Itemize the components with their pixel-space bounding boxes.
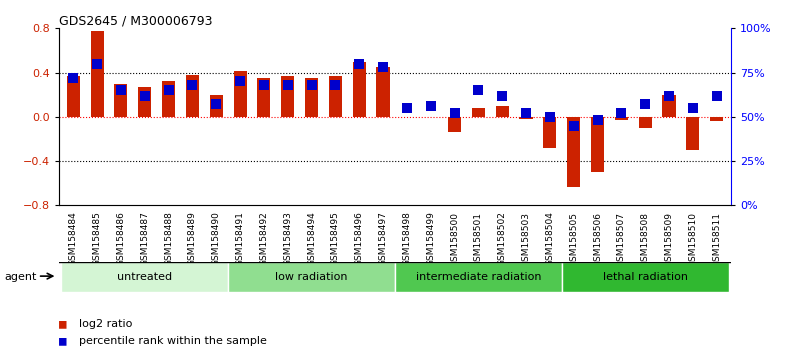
Point [401, 105, 413, 111]
Point [353, 61, 365, 67]
Bar [567, 117, 580, 187]
Bar [710, 117, 723, 121]
Bar [114, 84, 127, 117]
Point [448, 110, 461, 116]
Bar [138, 87, 151, 117]
Point [281, 82, 294, 88]
Point [210, 102, 222, 107]
Point [615, 110, 628, 116]
Point [567, 123, 580, 129]
Bar [448, 117, 461, 132]
Bar [591, 117, 604, 172]
Bar [257, 78, 270, 117]
Point [138, 93, 151, 98]
Bar [61, 262, 228, 292]
Point [663, 93, 675, 98]
Bar [329, 76, 342, 117]
Bar [472, 108, 485, 117]
Bar [210, 95, 222, 117]
Text: percentile rank within the sample: percentile rank within the sample [79, 336, 266, 346]
Bar [562, 262, 729, 292]
Point [258, 82, 270, 88]
Text: agent: agent [4, 272, 36, 282]
Text: lethal radiation: lethal radiation [603, 272, 688, 282]
Bar [395, 262, 562, 292]
Text: untreated: untreated [117, 272, 172, 282]
Text: low radiation: low radiation [275, 272, 348, 282]
Bar [663, 95, 676, 117]
Text: intermediate radiation: intermediate radiation [416, 272, 541, 282]
Bar [185, 75, 199, 117]
Bar [305, 78, 318, 117]
Point [162, 87, 174, 93]
Point [67, 75, 79, 81]
Bar [353, 62, 365, 117]
Point [233, 79, 246, 84]
Text: GDS2645 / M300006793: GDS2645 / M300006793 [59, 14, 212, 27]
Bar [686, 117, 700, 150]
Bar [543, 117, 556, 148]
Point [424, 103, 437, 109]
Bar [376, 67, 390, 117]
Point [305, 82, 318, 88]
Bar [520, 117, 533, 119]
Point [115, 87, 127, 93]
Point [639, 102, 652, 107]
Bar [615, 117, 628, 120]
Bar [281, 76, 294, 117]
Bar [639, 117, 652, 128]
Point [376, 64, 389, 70]
Bar [90, 30, 104, 117]
Point [544, 114, 556, 120]
Bar [228, 262, 395, 292]
Point [520, 110, 532, 116]
Point [472, 87, 485, 93]
Point [591, 118, 604, 123]
Point [496, 93, 509, 98]
Bar [162, 81, 175, 117]
Point [91, 61, 104, 67]
Bar [67, 76, 80, 117]
Point [329, 82, 342, 88]
Point [711, 93, 723, 98]
Point [186, 82, 199, 88]
Point [686, 105, 699, 111]
Text: log2 ratio: log2 ratio [79, 319, 132, 329]
Bar [233, 72, 247, 117]
Text: ■: ■ [59, 334, 67, 347]
Text: ■: ■ [59, 318, 67, 330]
Bar [496, 106, 509, 117]
